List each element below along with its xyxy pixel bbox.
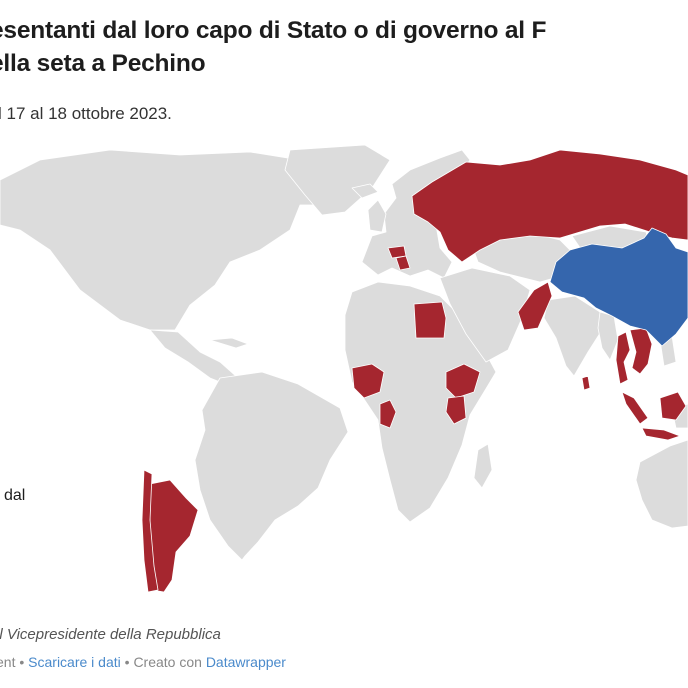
land-india: [543, 295, 603, 377]
land-iceland: [351, 183, 379, 199]
country-serbia: [395, 255, 411, 271]
land-australia: [635, 439, 688, 529]
country-china: [549, 227, 688, 347]
country-indonesia-sumatra: [621, 391, 649, 425]
chart-subtitle: l 17 al 18 ottobre 2023.: [0, 104, 172, 123]
chart-title-line-1: esentanti dal loro capo di Stato o di go…: [0, 17, 547, 44]
country-laos-vietnam-cambodia: [629, 327, 653, 375]
country-pakistan: [517, 281, 553, 331]
country-russia: [411, 149, 688, 263]
land-greenland: [284, 144, 391, 216]
country-indonesia-borneo: [659, 391, 687, 421]
chart-title-line-2: ella seta a Pechino: [0, 50, 206, 77]
country-ethiopia: [445, 363, 481, 399]
land-caribbean: [209, 337, 249, 349]
legend-label: i dal: [0, 487, 26, 504]
footer-separator: •: [124, 654, 130, 670]
country-kenya: [445, 395, 467, 425]
represented-countries: [141, 149, 688, 593]
land-north-america: [0, 149, 356, 331]
country-thailand: [615, 331, 631, 385]
footer-partial-text: ent: [0, 654, 16, 670]
world-map: [0, 144, 688, 593]
land-britain: [367, 199, 387, 233]
country-chile: [141, 469, 159, 593]
land-myanmar: [597, 311, 619, 361]
download-data-link[interactable]: Scaricare i dati: [28, 654, 121, 670]
country-egypt: [413, 301, 447, 339]
country-sri-lanka: [581, 375, 591, 391]
datawrapper-link[interactable]: Datawrapper: [205, 654, 286, 670]
chart-title: esentanti dal loro capo di Stato o di go…: [0, 14, 688, 80]
created-with-text: Creato con: [133, 654, 202, 670]
footnote: il Vicepresidente della Repubblica: [0, 626, 221, 643]
land-south-america: [194, 371, 349, 561]
country-nigeria: [351, 363, 385, 399]
country-congo: [379, 399, 397, 429]
land-middle-east: [439, 267, 531, 363]
footer: ent • Scaricare i dati • Creato con Data…: [0, 654, 286, 670]
host-country: [549, 227, 688, 347]
country-indonesia-java: [641, 427, 681, 441]
footer-separator: •: [19, 654, 25, 670]
land-madagascar: [473, 443, 493, 489]
